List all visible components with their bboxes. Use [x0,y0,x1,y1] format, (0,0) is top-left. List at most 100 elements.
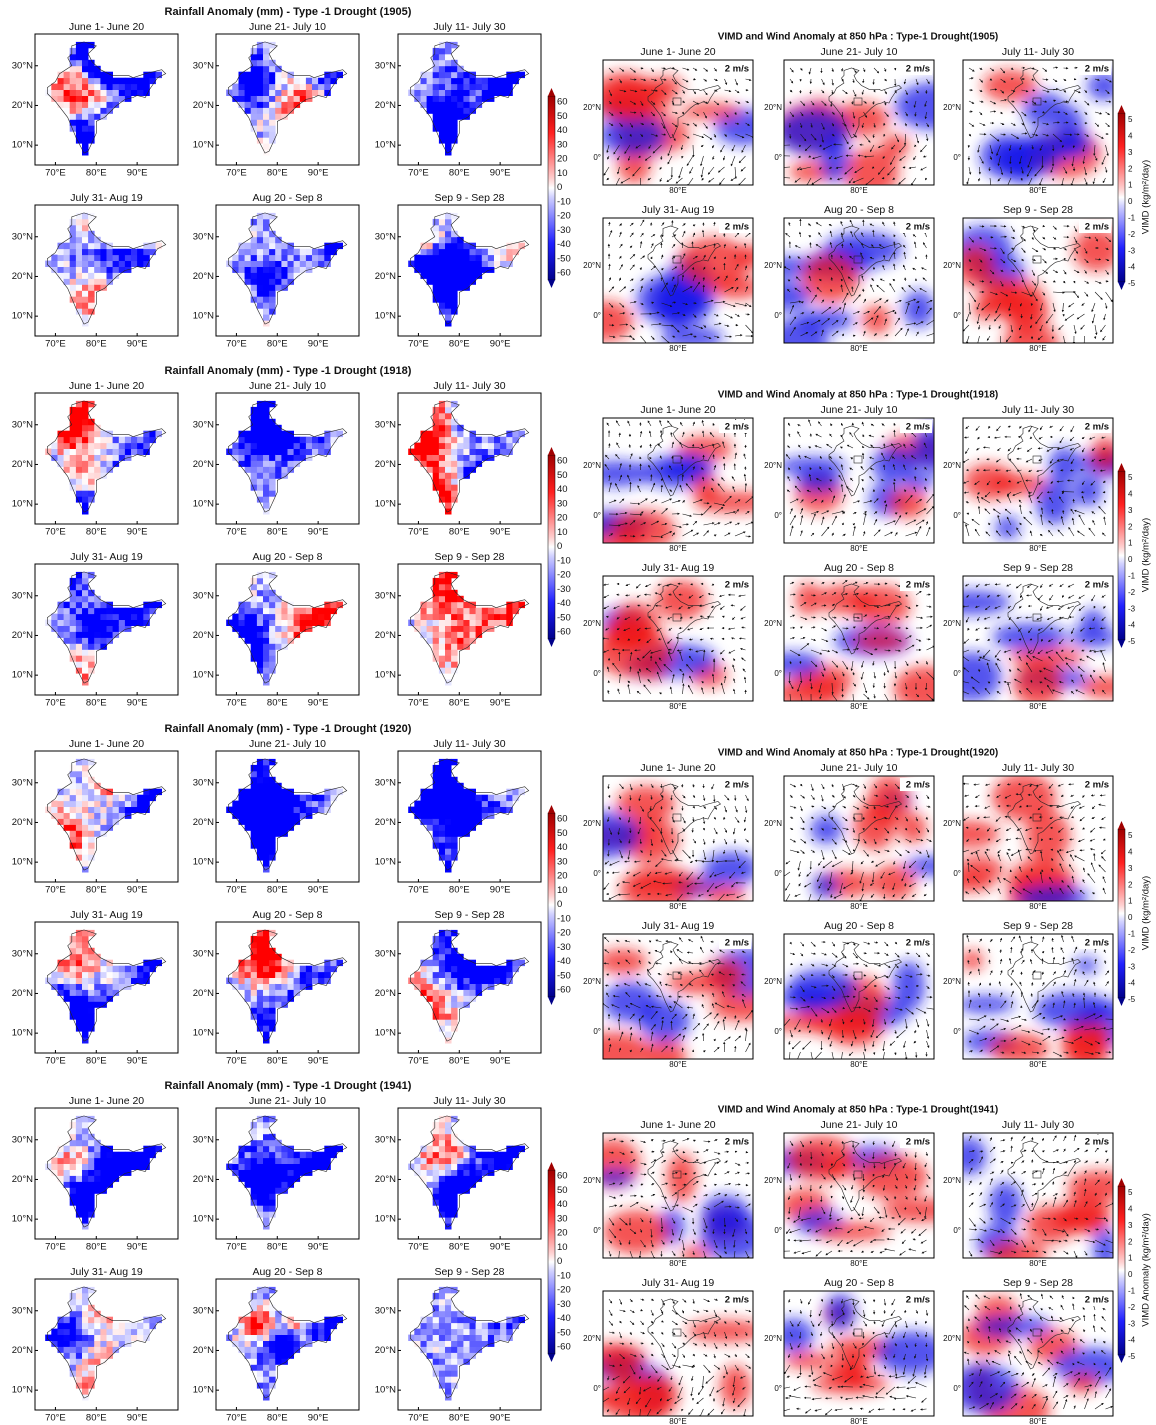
rain-cell [82,783,89,789]
rain-cell [76,102,83,108]
rain-cell [257,125,264,131]
rain-cell [269,290,276,296]
rain-cell [251,78,258,84]
rain-cell [269,807,276,813]
panel-title: June 1- June 20 [69,21,144,33]
rain-cell [275,1317,282,1323]
rain-cell [64,632,71,638]
rain-cell [482,801,489,807]
rain-cell [306,801,313,807]
rain-cell [131,261,138,267]
rain-cell [488,90,495,96]
rain-cell [263,490,270,496]
rain-cell [82,1031,89,1037]
rain-cell [482,608,489,614]
rain-cell [439,407,446,413]
rain-cell [312,1152,319,1158]
rain-cell [88,1181,95,1187]
rain-cell [482,972,489,978]
rain-cell [457,261,464,267]
figure-title: VIMD and Wind Anomaly at 850 hPa : Type-… [718,390,999,401]
rain-cell [82,437,89,443]
rain-cell [76,1347,83,1353]
lat-tick-label: 10°N [12,857,33,868]
rain-cell [251,1146,258,1152]
rain-cell [457,1158,464,1164]
rain-cell [100,96,107,102]
rain-cell [457,960,464,966]
rain-cell [51,807,58,813]
rain-cell [76,661,83,667]
rain-cell [288,1152,295,1158]
rain-cell [251,813,258,819]
rain-cell [107,1152,114,1158]
rain-cell [451,1193,458,1199]
rain-cell [119,626,126,632]
rain-cell [76,626,83,632]
rain-cell [58,1341,65,1347]
rain-cell [58,78,65,84]
rain-cell [488,608,495,614]
rain-cell [488,443,495,449]
rain-cell [263,1382,270,1388]
rain-cell [257,243,264,249]
rain-cell [245,102,252,108]
rain-cell [70,1146,77,1152]
rain-cell [125,1164,131,1170]
rain-cell [445,296,452,302]
rain-cell [70,243,77,249]
rain-cell [439,783,446,789]
rain-cell [94,819,101,825]
rain-cell [281,978,288,984]
rain-cell [76,1211,83,1217]
rain-cell [76,978,83,984]
rain-cell [439,813,446,819]
vimd-blob [765,319,829,366]
rain-cell [275,1341,282,1347]
rain-cell [131,443,138,449]
rain-cell [251,789,258,795]
rain-cell [70,936,77,942]
rain-cell [70,78,77,84]
rain-cell [318,1323,325,1329]
lat-tick-label: 10°N [12,499,33,510]
rain-cell [82,1323,89,1329]
rain-cell [94,107,101,113]
rain-cell [88,425,95,431]
rain-cell [113,255,120,261]
rain-cell [433,984,440,990]
rain-cell [269,1341,276,1347]
colorbar-tick-label: 2 [1128,164,1133,173]
rain-cell [76,854,83,860]
rain-cell [312,90,319,96]
rain-cell [131,795,138,801]
rain-cell [470,273,477,279]
rain-cell [433,1358,440,1364]
rain-cell [107,1146,114,1152]
rain-cell [119,78,126,84]
rain-cell [445,620,452,626]
rain-cell [439,1025,446,1031]
rain-cell [88,296,95,302]
rain-cell [445,1170,452,1176]
rain-cell [88,632,95,638]
rain-cell [76,461,83,467]
rain-cell [421,978,428,984]
rain-cell [312,978,319,984]
rain-cell [94,1358,101,1364]
rain-cell [414,801,421,807]
map [35,34,178,165]
rain-cell [125,1335,131,1341]
rain-cell [427,72,434,78]
rain-cell [421,1176,428,1182]
rain-cell [88,1205,95,1211]
rain-cell [451,1140,458,1146]
rain-cell [76,1199,83,1205]
rain-cell [82,84,89,90]
rain-cell [82,472,89,478]
rain-cell [414,449,421,455]
rain-cell [275,255,282,261]
rain-cell [300,1329,307,1335]
rain-cell [263,830,270,836]
rain-cell [88,1317,95,1323]
